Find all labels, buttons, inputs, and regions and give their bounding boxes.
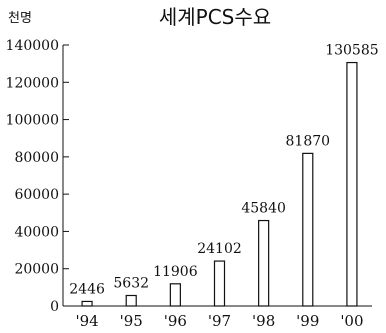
bar [258,219,270,307]
x-tick-label: '98 [252,312,275,330]
bar [213,260,226,307]
x-axis-ticks: '94 '95 '96 '97 '98 '99 '00 [75,312,363,330]
x-tick-label: '97 [208,312,231,330]
y-axis-ticks: 0 20000 40000 60000 80000 100000 120000 140000 [6,38,69,315]
y-tick-label: 0 [50,299,59,315]
data-label: 81870 [286,133,331,149]
x-tick-label: '94 [75,312,98,330]
y-tick-label: 20000 [14,262,59,278]
x-tick-label: '96 [164,312,187,330]
x-tick-label: '99 [296,312,319,330]
data-label: 2446 [69,281,105,297]
bar [169,283,181,307]
unit-label: 천명 [8,11,32,26]
y-tick-label: 140000 [6,38,59,54]
y-tick-label: 40000 [14,224,59,240]
bar [81,300,93,307]
bar [302,152,314,307]
data-label: 130585 [325,43,378,59]
x-tick-label: '00 [340,312,363,330]
y-tick-label: 100000 [6,113,59,129]
data-label: 24102 [197,241,242,257]
data-label: 11906 [153,264,198,280]
chart-title: 세계PCS수요 [159,5,271,29]
data-label: 5632 [113,276,149,292]
y-tick-label: 120000 [6,75,59,91]
bar [346,61,358,307]
y-tick-label: 80000 [14,150,59,166]
y-tick-label: 60000 [14,187,59,203]
bar [125,294,137,307]
x-tick-label: '95 [120,312,143,330]
data-label: 45840 [241,201,286,217]
